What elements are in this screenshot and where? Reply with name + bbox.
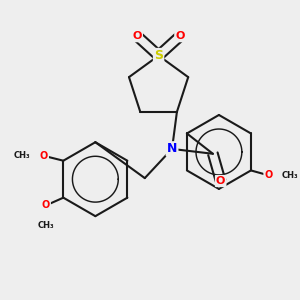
Text: CH₃: CH₃	[282, 171, 299, 180]
Text: CH₃: CH₃	[14, 151, 30, 160]
Text: O: O	[264, 170, 273, 180]
Text: N: N	[167, 142, 177, 155]
Text: CH₃: CH₃	[38, 221, 54, 230]
Text: O: O	[175, 31, 185, 41]
Text: S: S	[154, 49, 163, 62]
Text: O: O	[133, 31, 142, 41]
Text: O: O	[40, 151, 48, 161]
Text: O: O	[42, 200, 50, 211]
Text: O: O	[216, 176, 225, 186]
